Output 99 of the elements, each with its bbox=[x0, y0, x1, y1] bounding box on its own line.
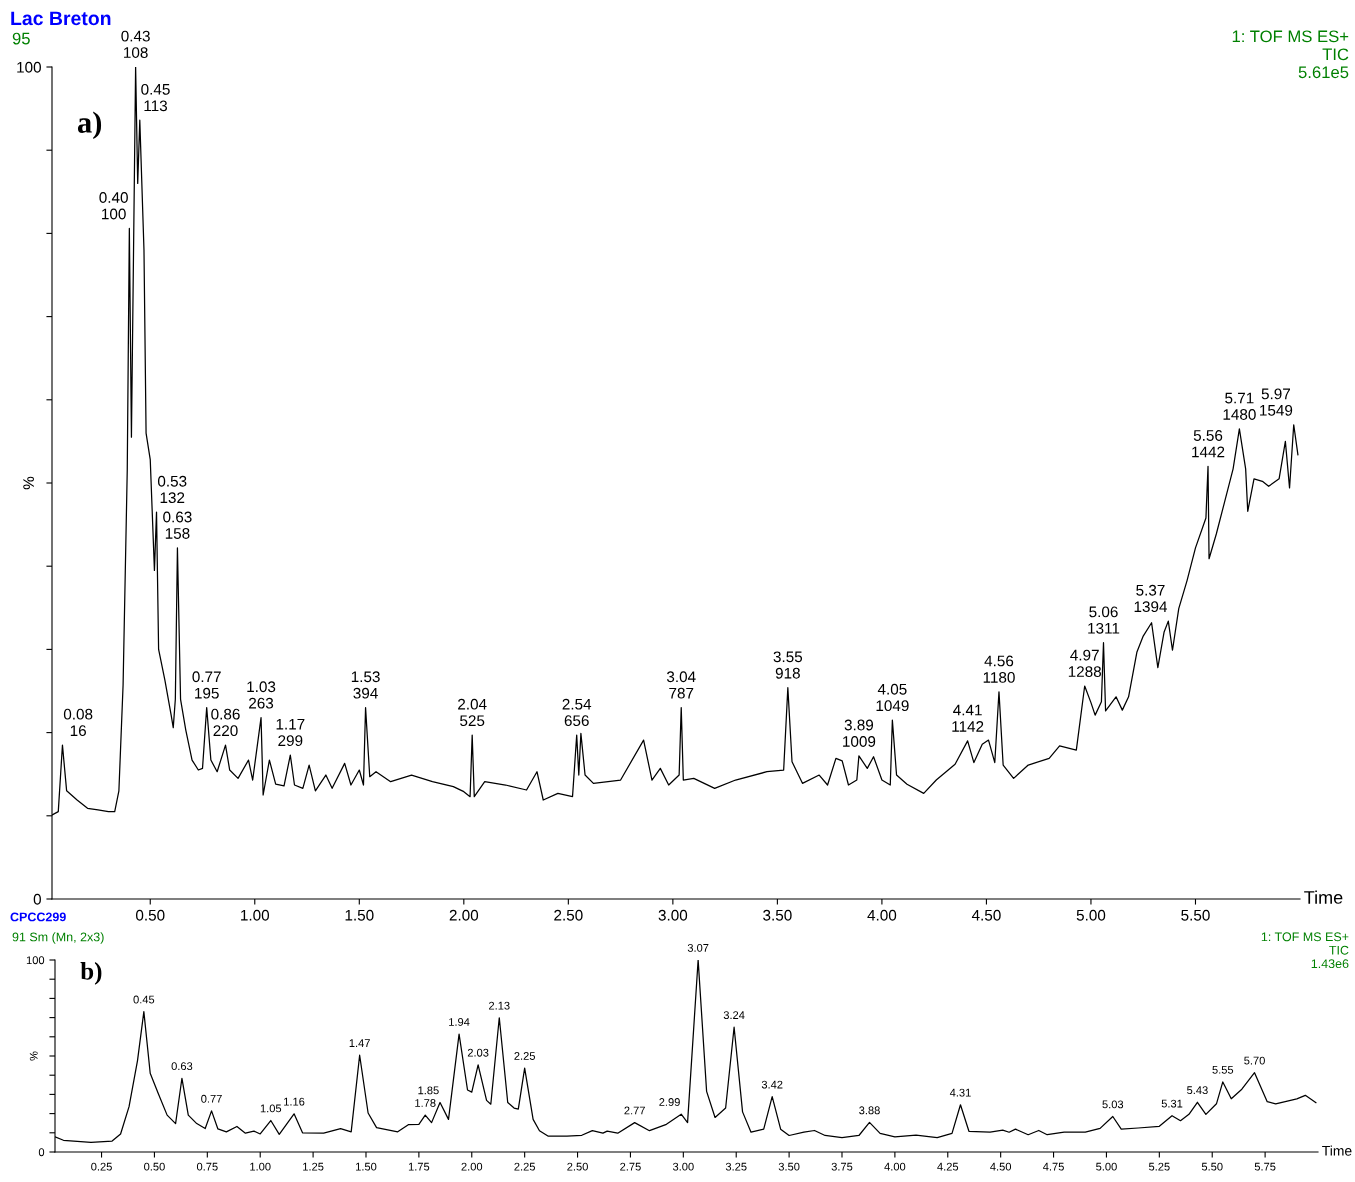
annotation: 4.97 1288 bbox=[1068, 649, 1102, 677]
annotation: 1.53 394 bbox=[351, 671, 380, 699]
y-tick-label: 100 bbox=[26, 956, 45, 965]
annotation: 5.37 1394 bbox=[1134, 584, 1168, 613]
x-tick-label: 2.50 bbox=[567, 1162, 588, 1171]
x-tick-label: 0.50 bbox=[135, 909, 165, 921]
annotation: 5.56 1442 bbox=[1192, 430, 1225, 458]
annotation: 4.05 1049 bbox=[876, 683, 909, 712]
annotation: 3.42 bbox=[761, 1080, 783, 1089]
x-tick-label: 2.00 bbox=[449, 909, 479, 921]
annotation: 4.31 bbox=[949, 1088, 971, 1097]
x-tick-label: 5.50 bbox=[1181, 909, 1210, 921]
x-tick-label: 4.50 bbox=[971, 909, 1001, 921]
annotation: 4.41 1142 bbox=[952, 704, 984, 732]
chart-subtitle: 91 Sm (Mn, 2x3) bbox=[12, 932, 104, 944]
annotation: 1: TOF MS ES+ TIC 1.43e6 bbox=[1261, 932, 1349, 969]
annotation: 2.77 bbox=[624, 1106, 645, 1115]
annotation: 3.88 bbox=[859, 1106, 880, 1115]
annotation: 0.63 bbox=[171, 1062, 193, 1071]
annotation: 1: TOF MS ES+ TIC 5.61e5 bbox=[1232, 30, 1349, 79]
annotation: 0.40 100 bbox=[99, 192, 128, 220]
y-axis-title: % bbox=[29, 1051, 38, 1061]
annotation: 3.07 bbox=[687, 943, 709, 952]
annotation: 1.05 bbox=[260, 1104, 282, 1113]
x-tick-label: 5.75 bbox=[1254, 1162, 1276, 1171]
x-tick-label: 2.50 bbox=[554, 909, 583, 921]
annotation: 3.55 918 bbox=[773, 651, 803, 679]
annotation: 2.03 bbox=[467, 1048, 489, 1057]
x-tick-label: 4.00 bbox=[867, 909, 897, 921]
y-tick-label: 0 bbox=[33, 893, 41, 905]
annotation: 0.45 bbox=[133, 995, 155, 1004]
annotation: 1.17 299 bbox=[276, 718, 305, 747]
annotation: 5.03 bbox=[1102, 1100, 1124, 1109]
x-tick-label: 1.75 bbox=[408, 1162, 430, 1171]
x-tick-label: 1.50 bbox=[356, 1162, 377, 1171]
annotation: b) bbox=[80, 962, 102, 985]
x-tick-label: 5.50 bbox=[1201, 1162, 1223, 1171]
annotation: 1.47 bbox=[349, 1039, 370, 1047]
x-tick-label: 1.25 bbox=[303, 1162, 324, 1171]
x-tick-label: 3.25 bbox=[725, 1162, 747, 1171]
x-tick-label: 5.25 bbox=[1148, 1162, 1170, 1171]
annotation: 1.94 bbox=[449, 1018, 470, 1026]
annotation: 0.08 16 bbox=[63, 708, 93, 737]
annotation: a) bbox=[77, 111, 102, 140]
x-tick-label: 3.00 bbox=[672, 1162, 694, 1171]
annotation: 0.63 158 bbox=[163, 511, 192, 539]
x-tick-label: 2.25 bbox=[514, 1162, 536, 1171]
chart-subtitle: 95 bbox=[12, 32, 30, 45]
x-tick-label: 1.00 bbox=[241, 909, 270, 921]
x-axis-title: Time bbox=[1322, 1145, 1352, 1156]
annotation: 1.78 bbox=[415, 1099, 436, 1107]
chart-title: CPCC299 bbox=[10, 912, 66, 922]
annotation: 3.04 787 bbox=[666, 671, 696, 699]
annotation: 5.55 bbox=[1212, 1065, 1234, 1074]
annotation: 3.24 bbox=[723, 1011, 745, 1019]
y-tick-label: 100 bbox=[17, 61, 41, 73]
y-axis-title: % bbox=[23, 476, 34, 490]
x-tick-label: 0.25 bbox=[91, 1162, 112, 1171]
x-tick-label: 1.00 bbox=[250, 1162, 271, 1171]
annotation: 0.45 113 bbox=[141, 83, 170, 112]
x-tick-label: 5.00 bbox=[1096, 1162, 1117, 1171]
annotation: 5.06 1311 bbox=[1088, 606, 1120, 634]
x-tick-label: 5.00 bbox=[1076, 909, 1106, 921]
x-tick-label: 4.25 bbox=[937, 1162, 959, 1171]
annotation: 0.77 bbox=[201, 1094, 222, 1103]
annotation: 2.54 656 bbox=[562, 698, 592, 727]
annotation: 0.86 220 bbox=[211, 708, 240, 737]
annotation: 1.03 263 bbox=[247, 681, 276, 709]
annotation: 2.13 bbox=[489, 1001, 510, 1010]
x-tick-label: 3.00 bbox=[658, 909, 688, 921]
annotation: 3.89 1009 bbox=[843, 719, 876, 747]
annotation: 5.43 bbox=[1187, 1086, 1208, 1095]
x-tick-label: 3.50 bbox=[763, 909, 792, 921]
annotation: 2.25 bbox=[514, 1052, 536, 1060]
annotation: 1.85 bbox=[418, 1086, 439, 1095]
annotation: 5.70 bbox=[1244, 1056, 1265, 1065]
x-tick-label: 4.50 bbox=[990, 1162, 1012, 1171]
x-tick-label: 4.00 bbox=[884, 1162, 906, 1171]
annotation: 0.43 108 bbox=[121, 30, 150, 58]
y-tick-label: 0 bbox=[38, 1148, 45, 1157]
x-tick-label: 2.75 bbox=[620, 1162, 641, 1171]
annotation: 5.31 bbox=[1161, 1099, 1183, 1108]
annotation: 4.56 1180 bbox=[983, 655, 1015, 683]
chart-title: Lac Breton bbox=[11, 11, 111, 26]
annotation: 2.04 525 bbox=[458, 698, 487, 727]
x-axis-title: Time bbox=[1304, 890, 1343, 904]
x-tick-label: 1.50 bbox=[345, 909, 374, 921]
annotation: 5.71 1480 bbox=[1223, 392, 1256, 420]
annotation: 0.77 195 bbox=[192, 671, 221, 699]
x-tick-label: 3.50 bbox=[778, 1162, 800, 1171]
annotation: 2.99 bbox=[659, 1098, 680, 1106]
x-tick-label: 3.75 bbox=[831, 1162, 853, 1171]
annotation: 1.16 bbox=[284, 1097, 305, 1106]
annotation: 5.97 1549 bbox=[1260, 388, 1293, 416]
annotation: 0.53 132 bbox=[157, 475, 187, 504]
x-tick-label: 4.75 bbox=[1043, 1162, 1064, 1171]
x-tick-label: 0.50 bbox=[144, 1162, 165, 1171]
x-tick-label: 0.75 bbox=[196, 1162, 218, 1171]
x-tick-label: 2.00 bbox=[461, 1162, 483, 1171]
